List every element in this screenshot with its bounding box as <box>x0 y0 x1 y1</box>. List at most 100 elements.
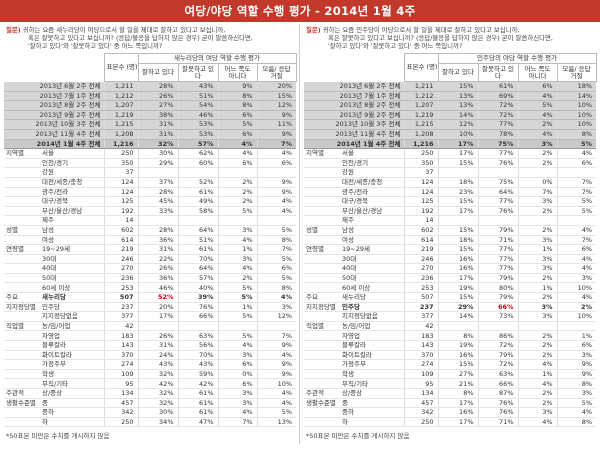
bad-cell: 71% <box>477 417 518 428</box>
subgroup-label: 지지정당없음 <box>40 311 104 322</box>
subgroup-label: 무직/기타 <box>40 378 104 389</box>
group-label: 주관적 <box>304 388 340 399</box>
col-header-dk: 모름/ 응답거절 <box>256 63 297 82</box>
group-label <box>4 187 40 198</box>
neither-cell: 2% <box>517 119 557 130</box>
table-row: 주요 새누리당 507 15% 79% 2% 4% <box>304 292 597 303</box>
good-cell: 24% <box>137 350 178 361</box>
neither-cell: 4% <box>517 129 557 140</box>
bad-cell: 61% <box>177 388 218 399</box>
good-cell: 31% <box>137 244 178 255</box>
table-row: 가정주부 274 43% 43% 6% 9% <box>4 359 297 370</box>
subgroup-label: 학생 <box>40 369 104 380</box>
sample-size-cell: 124 <box>103 187 138 198</box>
sample-size-cell: 14 <box>103 215 138 226</box>
good-cell: 12% <box>437 119 478 130</box>
bad-cell: 80% <box>477 282 518 294</box>
subgroup-label: 30대 <box>340 254 404 265</box>
table-row: 2013년 7월 1주 전체 1,212 26% 51% 8% 15% <box>4 91 297 102</box>
group-header: 민주당의 야당 역할 수행 평가 <box>437 53 597 64</box>
dk-cell: 13% <box>256 417 297 428</box>
dk-cell: 8% <box>256 235 297 246</box>
bad-cell: 72% <box>477 340 518 351</box>
neither-cell: 8% <box>217 100 257 111</box>
group-label <box>304 273 340 284</box>
neither-cell: 5% <box>217 292 257 303</box>
bad-cell: 57% <box>177 273 218 284</box>
left-panel: 질문) 귀하는 요즘 새누리당이 여당으로서 할 일을 제대로 잘하고 있다고 … <box>4 24 297 440</box>
good-cell: 37% <box>137 177 178 188</box>
bad-cell: 46% <box>177 110 218 121</box>
good-cell: 23% <box>437 187 478 198</box>
bad-cell: 61% <box>177 407 218 418</box>
table-row: 50대 236 36% 57% 2% 5% <box>4 273 297 284</box>
bad-cell: 53% <box>177 119 218 130</box>
neither-cell: 4% <box>217 407 257 418</box>
neither-cell: 5% <box>217 119 257 130</box>
group-label: 직업별 <box>304 320 340 332</box>
neither-cell <box>517 320 557 332</box>
sample-size-cell: 42 <box>103 320 138 332</box>
group-label <box>4 273 40 284</box>
neither-cell: 4% <box>517 378 557 389</box>
table-row: 블루칼라 143 19% 72% 2% 6% <box>304 340 597 351</box>
question-line-1: 귀하는 요즘 민주당이 야당으로서 할 일을 제대로 잘하고 있다고 보십니까, <box>322 26 520 34</box>
table-row: 2013년 11월 4주 전체 1,208 31% 53% 6% 9% <box>4 129 297 140</box>
good-cell <box>137 320 178 332</box>
table-row: 2013년 6월 2주 전체 1,211 28% 43% 9% 20% <box>4 81 297 92</box>
dk-cell: 7% <box>556 187 597 198</box>
group-label: 성별 <box>4 224 40 236</box>
good-cell: 17% <box>437 139 478 150</box>
table-row: 2013년 10월 3주 전체 1,215 12% 77% 2% 10% <box>304 119 597 130</box>
bad-cell: 76% <box>177 302 218 313</box>
good-cell <box>437 320 478 332</box>
neither-cell: 3% <box>217 388 257 399</box>
neither-cell <box>517 215 557 226</box>
bad-cell: 77% <box>477 119 518 130</box>
good-cell: 10% <box>437 129 478 140</box>
header-spacer <box>4 53 104 82</box>
sample-size-cell: 95 <box>103 378 138 389</box>
header-spacer <box>304 53 404 82</box>
table-row: 부산/울산/경남 192 33% 58% 5% 4% <box>4 206 297 217</box>
table-row: 50대 236 17% 79% 2% 3% <box>304 273 597 284</box>
neither-cell <box>217 167 257 178</box>
group-label: 주관적 <box>4 388 40 399</box>
neither-cell: 3% <box>517 254 557 265</box>
subgroup-label: 상/중상 <box>40 388 104 399</box>
dk-cell: 4% <box>256 292 297 303</box>
sample-size-cell: 457 <box>403 398 438 409</box>
neither-cell: 3% <box>517 235 557 246</box>
neither-cell: 4% <box>517 417 557 428</box>
bad-cell: 73% <box>477 311 518 322</box>
bad-cell: 66% <box>177 311 218 322</box>
bad-cell: 75% <box>477 177 518 188</box>
good-cell: 31% <box>137 340 178 351</box>
group-label <box>304 359 340 370</box>
neither-cell: 3% <box>217 254 257 265</box>
col-header-good: 잘하고 있다 <box>437 63 479 82</box>
sample-size-cell: 602 <box>403 224 438 236</box>
dk-cell: 4% <box>256 148 297 159</box>
neither-cell: 4% <box>217 139 257 150</box>
sample-size-cell: 350 <box>103 158 138 169</box>
question-line-3: '잘하고 있다'와 '잘못하고 있다' 중 어느 쪽입니까? <box>28 42 163 50</box>
table-row: 부산/울산/경남 192 17% 76% 2% 5% <box>304 206 597 217</box>
dk-cell: 9% <box>256 129 297 140</box>
neither-cell: 5% <box>217 330 257 342</box>
neither-cell: 2% <box>217 177 257 188</box>
bad-cell: 77% <box>477 148 518 159</box>
neither-cell: 5% <box>217 206 257 217</box>
dk-cell: 12% <box>256 100 297 111</box>
sample-size-cell: 246 <box>103 254 138 265</box>
bad-cell <box>177 320 218 332</box>
dk-cell: 10% <box>256 378 297 389</box>
subgroup-label: 농/임/어업 <box>340 320 404 332</box>
good-cell: 17% <box>437 148 478 159</box>
good-cell: 32% <box>137 369 178 380</box>
group-label <box>4 407 40 418</box>
table-row: 제주 14 <box>4 215 297 226</box>
subgroup-label: 중 <box>40 398 104 409</box>
table-row: 중하 342 16% 76% 3% 4% <box>304 407 597 418</box>
subgroup-label: 여성 <box>40 235 104 246</box>
